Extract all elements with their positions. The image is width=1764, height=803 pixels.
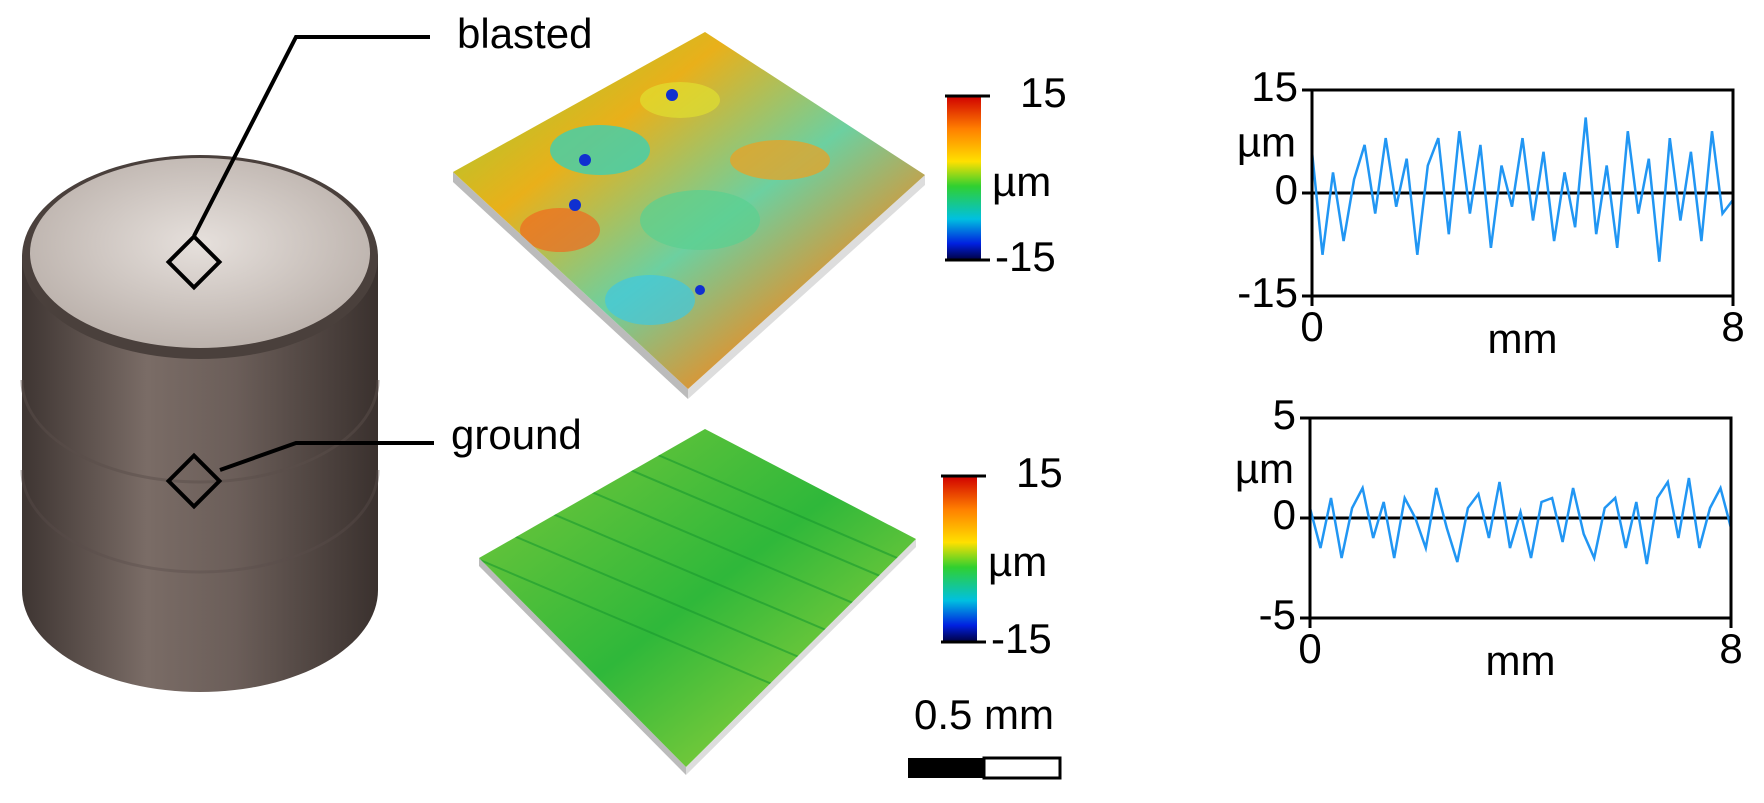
surface-ground	[479, 429, 916, 775]
sample-photo	[20, 155, 380, 692]
label-blasted: blasted	[457, 10, 592, 57]
y-tick-label: 5	[1273, 391, 1296, 438]
scale-bar	[908, 756, 1062, 780]
colorbar-max: 15	[1020, 69, 1067, 116]
surface-blasted	[453, 32, 925, 399]
y-tick-label: -15	[1237, 269, 1298, 316]
x-axis-label: mm	[1486, 637, 1556, 684]
callouts	[165, 35, 434, 510]
y-tick-label: 15	[1251, 63, 1298, 110]
colorbar-unit: µm	[988, 538, 1047, 585]
y-axis-label: µm	[1237, 119, 1296, 166]
plot-frame	[1310, 88, 1735, 298]
colorbar	[945, 94, 990, 262]
colorbar-min: -15	[995, 233, 1056, 280]
label-ground: ground	[451, 411, 582, 458]
colorbar-unit: µm	[992, 158, 1051, 205]
plot-frame	[1308, 416, 1733, 620]
x-axis-label: mm	[1488, 315, 1558, 362]
profile-line	[1310, 117, 1734, 262]
x-tick-label: 8	[1721, 303, 1744, 350]
x-tick-label: 8	[1719, 625, 1742, 672]
x-tick-label: 0	[1298, 625, 1321, 672]
colorbar-max: 15	[1016, 449, 1063, 496]
colorbar	[941, 474, 986, 644]
y-axis-label: µm	[1235, 445, 1294, 492]
y-tick-label: 0	[1273, 491, 1296, 538]
x-tick-label: 0	[1300, 303, 1323, 350]
y-tick-label: -5	[1259, 591, 1296, 638]
colorbar-min: -15	[991, 615, 1052, 662]
scale-bar-label: 0.5 mm	[914, 691, 1054, 738]
y-tick-label: 0	[1275, 166, 1298, 213]
profile-line	[1308, 477, 1733, 565]
